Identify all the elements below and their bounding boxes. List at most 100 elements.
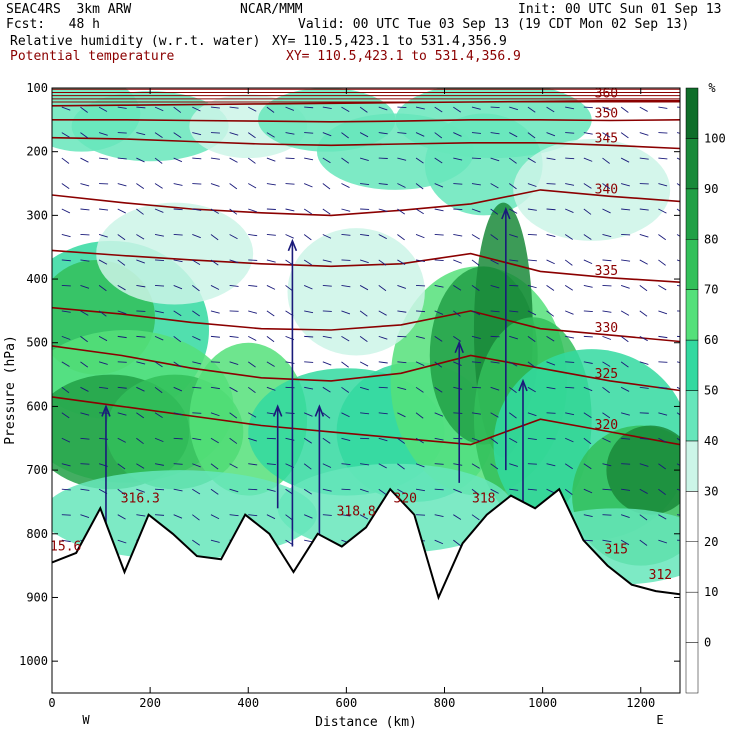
wind-vector — [322, 259, 332, 263]
wind-vector — [304, 386, 314, 390]
wind-vector — [415, 335, 425, 339]
colorbar-swatch — [685, 339, 699, 391]
wind-vector — [471, 514, 480, 521]
wind-vector — [173, 106, 182, 113]
wind-vector — [490, 361, 500, 364]
wind-vector — [154, 234, 164, 237]
wind-vector — [490, 488, 499, 494]
wind-vector — [415, 132, 425, 137]
wind-vector — [210, 183, 220, 187]
wind-vector — [527, 361, 536, 368]
wind-vector — [509, 361, 518, 367]
wind-vector — [341, 106, 350, 113]
wind-vector — [61, 412, 70, 419]
wind-vector — [471, 335, 481, 340]
wind-vector — [80, 488, 90, 491]
wind-vector — [136, 106, 146, 109]
wind-vector — [210, 514, 220, 520]
wind-vector — [565, 106, 575, 110]
theta-contour-label: 345 — [595, 131, 618, 146]
theta-contour-label: 340 — [595, 182, 618, 197]
wind-vector — [639, 335, 648, 342]
wind-vector — [434, 234, 444, 236]
wind-vector — [61, 514, 71, 516]
wind-vector — [136, 335, 146, 338]
wind-vector — [676, 284, 680, 287]
wind-vector — [546, 208, 556, 211]
wind-vector — [676, 157, 680, 160]
wind-vector — [80, 514, 90, 519]
wind-vector — [136, 183, 145, 190]
wind-vector — [192, 514, 200, 521]
wind-vector — [173, 310, 182, 317]
wind-vector — [266, 157, 276, 162]
wind-vector — [527, 310, 537, 316]
wind-vector — [117, 335, 127, 339]
wind-vector — [471, 132, 481, 134]
wind-vector — [620, 106, 629, 113]
wind-vector — [154, 361, 163, 368]
wind-vector — [154, 514, 165, 516]
wind-vector — [546, 234, 556, 237]
wind-vector — [303, 488, 312, 495]
wind-vector — [620, 284, 630, 289]
wind-vector — [173, 208, 183, 211]
wind-vector — [136, 514, 146, 517]
theta-contour-line — [52, 345, 680, 392]
wind-vector — [248, 437, 257, 442]
wind-vector — [210, 208, 219, 214]
wind-vector — [80, 132, 89, 139]
wind-vector — [173, 437, 183, 440]
wind-vector — [359, 157, 369, 162]
wind-vector — [453, 386, 463, 390]
wind-vector — [378, 310, 387, 316]
wind-vector — [453, 183, 463, 185]
wind-vector — [471, 488, 480, 495]
wind-vector — [266, 132, 275, 138]
wind-vector — [453, 488, 462, 493]
wind-vector — [546, 412, 556, 414]
wind-vector — [248, 310, 258, 314]
wind-vector — [136, 234, 145, 240]
wind-vector — [378, 234, 387, 240]
wind-vector — [658, 106, 668, 109]
wind-vector — [546, 335, 555, 342]
wind-vector — [285, 183, 295, 185]
colorbar: 0 10 20 30 40 50 60 70 80 90 100 — [685, 87, 726, 694]
wind-vector — [397, 386, 407, 391]
wind-vector — [154, 183, 163, 189]
wind-vector — [397, 412, 406, 418]
wind-vector — [471, 183, 481, 186]
wind-vector — [415, 412, 424, 419]
wind-vector — [621, 183, 630, 187]
wind-vector — [490, 463, 499, 470]
surface-theta-label: 315 — [604, 543, 627, 558]
wind-vector — [677, 310, 680, 312]
wind-vector — [61, 132, 70, 138]
wind-vector — [639, 259, 648, 265]
wind-vector — [322, 284, 332, 287]
wind-vector — [453, 412, 463, 414]
rh-region — [513, 138, 671, 241]
wind-vector — [509, 437, 518, 444]
wind-vector — [378, 361, 388, 364]
wind-vector — [658, 437, 667, 443]
wind-vector — [490, 437, 499, 444]
wind-vector — [397, 437, 406, 444]
wind-vector — [639, 285, 648, 292]
wind-vector — [154, 335, 164, 341]
wind-vector — [359, 488, 369, 493]
wind-vector — [471, 310, 481, 316]
org-name: NCAR/MMM — [240, 2, 303, 17]
wind-vector — [639, 234, 649, 238]
wind-vector — [266, 106, 275, 113]
wind-vector — [229, 157, 238, 163]
wind-vector — [192, 285, 200, 292]
wind-vector — [136, 488, 145, 493]
wind-vector — [546, 437, 556, 440]
wind-vector — [583, 208, 592, 215]
wind-vector — [639, 514, 648, 521]
terrain-line — [52, 487, 680, 601]
wind-vector — [434, 157, 443, 164]
wind-vector — [98, 234, 108, 238]
